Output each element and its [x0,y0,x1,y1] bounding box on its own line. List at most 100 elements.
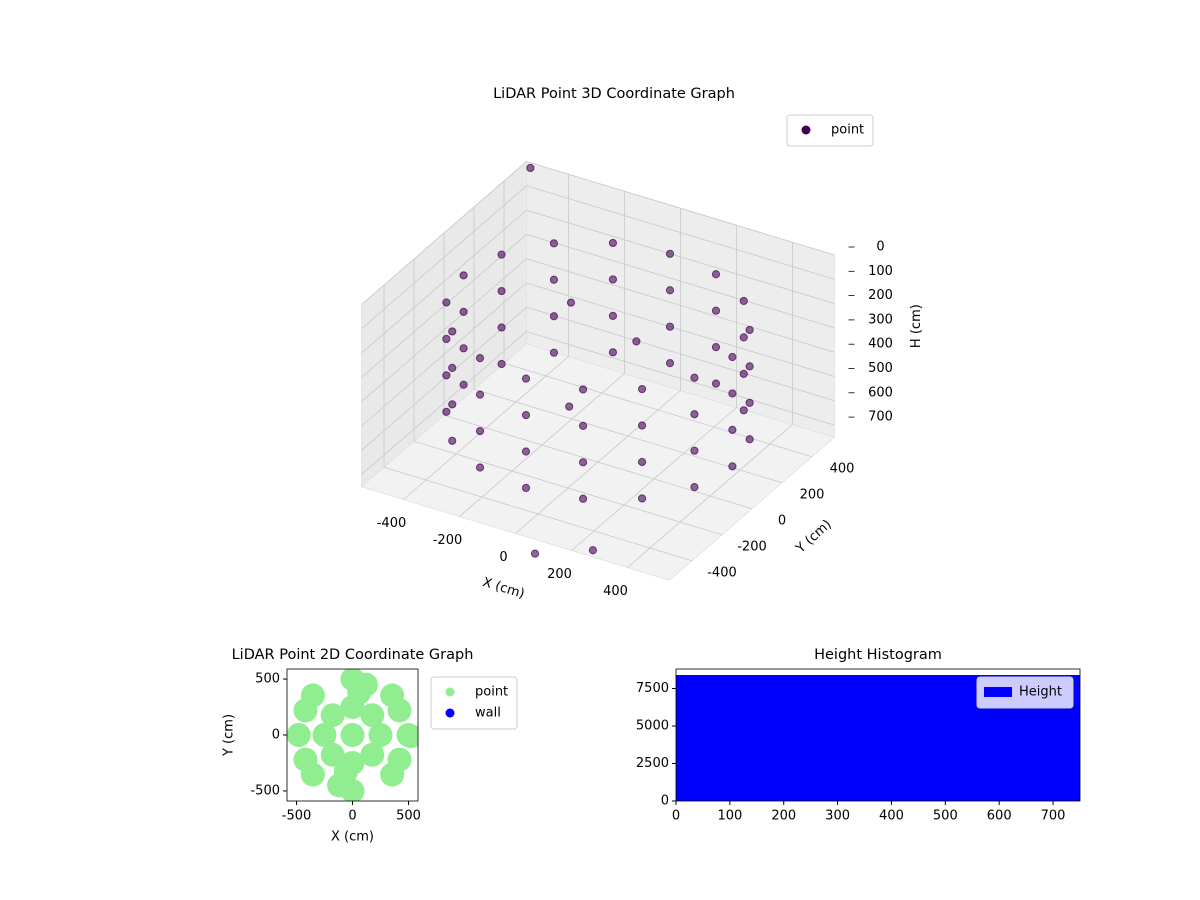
point [578,458,588,467]
grid-line [526,234,835,329]
y-tick-label: 500 [255,672,280,687]
point [739,333,748,342]
legend-box [786,114,874,147]
point [333,759,358,784]
x-tick-label: 100 [717,809,742,824]
point [637,421,647,430]
point [312,723,337,747]
point [442,334,451,344]
axes-frame [675,668,1081,802]
grid-line [361,234,527,378]
point [521,483,531,493]
point [578,385,588,394]
point [690,446,699,455]
legend-swatch [984,687,1012,697]
point [521,374,531,383]
point [360,703,385,728]
point [459,380,468,389]
point [745,398,754,407]
point [521,410,531,420]
point [448,400,457,409]
point [565,402,574,411]
point [711,270,721,279]
z-tick-label: 100 [868,264,893,279]
point [497,323,506,332]
legend-label: wall [475,706,501,721]
point [459,344,468,353]
point [521,447,531,456]
x-tick-label: -500 [282,809,312,824]
point [690,373,699,382]
point [711,379,721,388]
point [578,421,588,430]
y-tick-label: 2500 [636,756,669,771]
grid-line [361,331,527,475]
y-tick-label: 0 [272,728,280,743]
y-tick-label: 400 [830,461,855,476]
chart-title: LiDAR Point 2D Coordinate Graph [232,647,474,663]
grid-line [361,282,527,427]
x-tick-label: 400 [603,584,628,599]
point [665,286,675,295]
point [530,549,540,558]
grid-line [526,185,835,280]
point [459,307,468,316]
legend-label: point [831,123,864,138]
point [347,680,372,705]
point [690,410,699,419]
point [608,311,618,320]
point [690,483,699,492]
x-tick-label: 300 [825,809,850,824]
point [608,275,618,284]
chart-title: LiDAR Point 3D Coordinate Graph [493,86,735,102]
point [745,435,754,444]
y-tick-label: 0 [778,513,786,528]
point [475,463,485,472]
z-tick-label: 400 [868,337,893,352]
point [549,275,559,284]
point [745,325,754,335]
y-axis-label: Y (cm) [222,714,237,757]
point [293,698,318,723]
point [398,724,418,749]
point [739,296,748,306]
point [497,286,506,296]
point [387,747,412,772]
point [728,352,737,362]
legend-marker [445,687,455,697]
y-tick-label: 200 [800,487,825,502]
point [448,363,457,373]
point [632,337,641,346]
x-tick-label: -400 [377,516,407,531]
point [665,359,675,368]
point [608,348,618,357]
point [526,163,535,173]
axes-frame [286,668,419,802]
z-tick-label: 700 [868,410,893,425]
z-tick-label: 0 [876,240,884,255]
point [745,362,754,371]
x-tick-label: -200 [433,533,463,548]
point [665,322,675,331]
y-tick-label: 7500 [636,681,669,696]
legend-marker [445,708,455,718]
grid-line [526,209,835,304]
x-tick-label: 200 [771,809,796,824]
grid-line [361,161,527,305]
x-tick-label: 500 [396,809,421,824]
point [728,425,737,434]
y-tick-label: -500 [250,783,280,798]
grid-line [361,258,527,403]
grid-line [526,331,835,426]
x-tick-label: 600 [987,809,1012,824]
point [293,747,318,772]
x-axis-label: X (cm) [331,830,374,845]
x-tick-label: 0 [348,809,356,824]
point [368,723,393,747]
grid-line [526,161,835,256]
plot-area [287,669,418,801]
point [578,494,588,503]
point [739,406,748,415]
point [475,390,485,399]
